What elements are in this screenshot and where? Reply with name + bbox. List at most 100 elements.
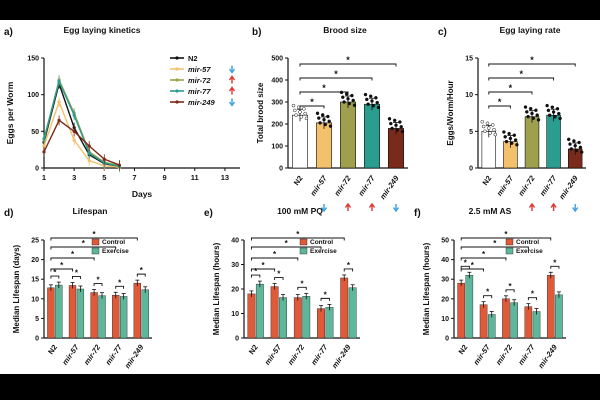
a-series-line-mir-249	[43, 119, 120, 166]
b-data-dot	[304, 116, 309, 121]
d-bar-exercise-N2	[55, 284, 63, 339]
d-legend-swatch-exercise	[91, 247, 100, 255]
a-legend-arrow-down	[228, 98, 236, 107]
c-data-dot	[534, 108, 538, 113]
a-data-point	[87, 159, 91, 163]
f-pair-bracket	[483, 295, 493, 299]
b-arrow-down	[320, 204, 328, 213]
b-data-dot	[376, 105, 381, 110]
b-data-dot	[328, 124, 333, 128]
e-x-tick-label-N2: N2	[247, 343, 260, 356]
c-significance-star: *	[530, 55, 534, 65]
chart-title-e: 100 mM PQ	[277, 206, 323, 216]
c-data-dot	[515, 143, 519, 147]
b-significance-star: *	[310, 97, 314, 107]
a-legend-label-mir-57: mir-57	[188, 65, 211, 74]
c-data-dot	[579, 150, 584, 154]
d-pair-bracket	[136, 273, 146, 277]
b-data-dot	[352, 103, 357, 107]
c-data-dot	[483, 129, 487, 134]
f-y-tick-label: 20	[441, 296, 449, 303]
panel-label-b: b)	[252, 27, 261, 38]
c-data-dot	[508, 136, 513, 141]
c-data-dot	[568, 142, 572, 146]
a-data-point	[57, 118, 61, 122]
f-y-tick-label: 50	[441, 238, 449, 245]
f-bar-exercise-mir-72	[510, 302, 518, 339]
f-bar-control-mir-72	[502, 298, 510, 339]
c-data-dot	[526, 114, 530, 119]
a-legend-arrow-up	[228, 86, 236, 95]
d-pair-bracket	[115, 285, 125, 289]
b-x-tick-label-N2: N2	[292, 174, 305, 187]
e-significance-bracket	[250, 268, 276, 272]
d-significance-star: *	[93, 230, 97, 239]
f-y-tick-label: 0	[445, 336, 449, 343]
e-x-tick-label-mir-77: mir-77	[309, 342, 330, 366]
c-y-tick-label: 0	[469, 166, 473, 173]
b-data-dot	[327, 119, 331, 124]
b-bar-mir-77	[364, 103, 380, 169]
d-significance-bracket	[50, 257, 95, 261]
d-bar-exercise-mir-77	[119, 296, 128, 339]
c-data-dot	[525, 110, 529, 114]
e-legend-swatch-control	[299, 238, 308, 246]
e-y-tick-label: 10	[231, 311, 239, 318]
d-y-tick-label: 0	[35, 336, 39, 343]
e-legend-label-exercise: Exercise	[310, 248, 337, 255]
b-data-dot	[303, 111, 307, 116]
b-data-dot	[365, 97, 369, 102]
b-arrow-down	[392, 204, 400, 213]
b-data-dot	[291, 103, 296, 108]
e-y-tick-label: 0	[235, 336, 239, 343]
b-data-dot	[387, 117, 392, 121]
a-legend-arrow-up	[228, 75, 236, 84]
a-legend-marker	[175, 100, 179, 104]
f-significance-bracket	[460, 246, 529, 250]
figure-canvas: a) Egg laying kinetics Eggs per Worm Days 0 5…	[0, 20, 600, 374]
a-legend-label-N2: N2	[188, 54, 198, 63]
e-x-tick-label-mir-249: mir-249	[330, 342, 353, 370]
b-data-dot	[368, 94, 373, 98]
b-data-dot	[320, 113, 325, 117]
figure-svg: a) Egg laying kinetics Eggs per Worm Days 0 5…	[4, 25, 586, 370]
f-pair-bracket	[460, 265, 470, 269]
c-data-dot	[553, 115, 557, 119]
b-data-dot	[370, 99, 374, 103]
a-x-tick-label: 3	[72, 173, 76, 182]
b-significance-bracket	[299, 63, 397, 67]
b-data-dot	[375, 100, 379, 105]
a-y-tick-label: 150	[27, 56, 39, 63]
e-bar-exercise-mir-72	[302, 296, 311, 339]
c-data-dot	[485, 121, 490, 126]
f-x-tick-label-mir-77: mir-77	[516, 342, 537, 366]
d-bar-exercise-mir-57	[76, 288, 85, 339]
c-significance-star: *	[519, 69, 523, 79]
c-y-tick-label: 5	[469, 129, 473, 136]
panel-label-c: c)	[438, 27, 447, 38]
y-axis-label-e: Median Lifespan (hours)	[212, 242, 221, 335]
c-data-dot	[577, 140, 581, 145]
c-data-dot	[536, 118, 541, 122]
d-pair-star: *	[53, 268, 57, 277]
e-bar-exercise-mir-249	[348, 287, 357, 339]
c-x-tick-label-N2: N2	[481, 174, 494, 187]
c-significance-bracket	[488, 91, 533, 95]
b-significance-bracket	[299, 91, 349, 95]
a-legend-marker	[175, 56, 179, 60]
f-bar-control-N2	[457, 282, 465, 339]
b-x-tick-label-mir-77: mir-77	[356, 173, 377, 197]
b-y-tick-label: 300	[271, 100, 283, 107]
c-data-dot	[531, 116, 536, 121]
d-x-tick-label-mir-72: mir-72	[82, 342, 103, 366]
f-legend-swatch-control	[505, 238, 514, 246]
e-pair-bracket	[250, 274, 261, 278]
c-data-dot	[503, 135, 507, 139]
y-axis-label-f: Median Lifespan (hours)	[422, 242, 431, 335]
e-bar-control-mir-72	[293, 297, 302, 339]
panel-label-e: e)	[204, 208, 213, 219]
a-y-tick-label: 100	[27, 92, 39, 99]
f-y-tick-label: 30	[441, 277, 449, 284]
c-data-dot	[480, 119, 485, 124]
a-legend-label-mir-72: mir-72	[188, 76, 211, 85]
